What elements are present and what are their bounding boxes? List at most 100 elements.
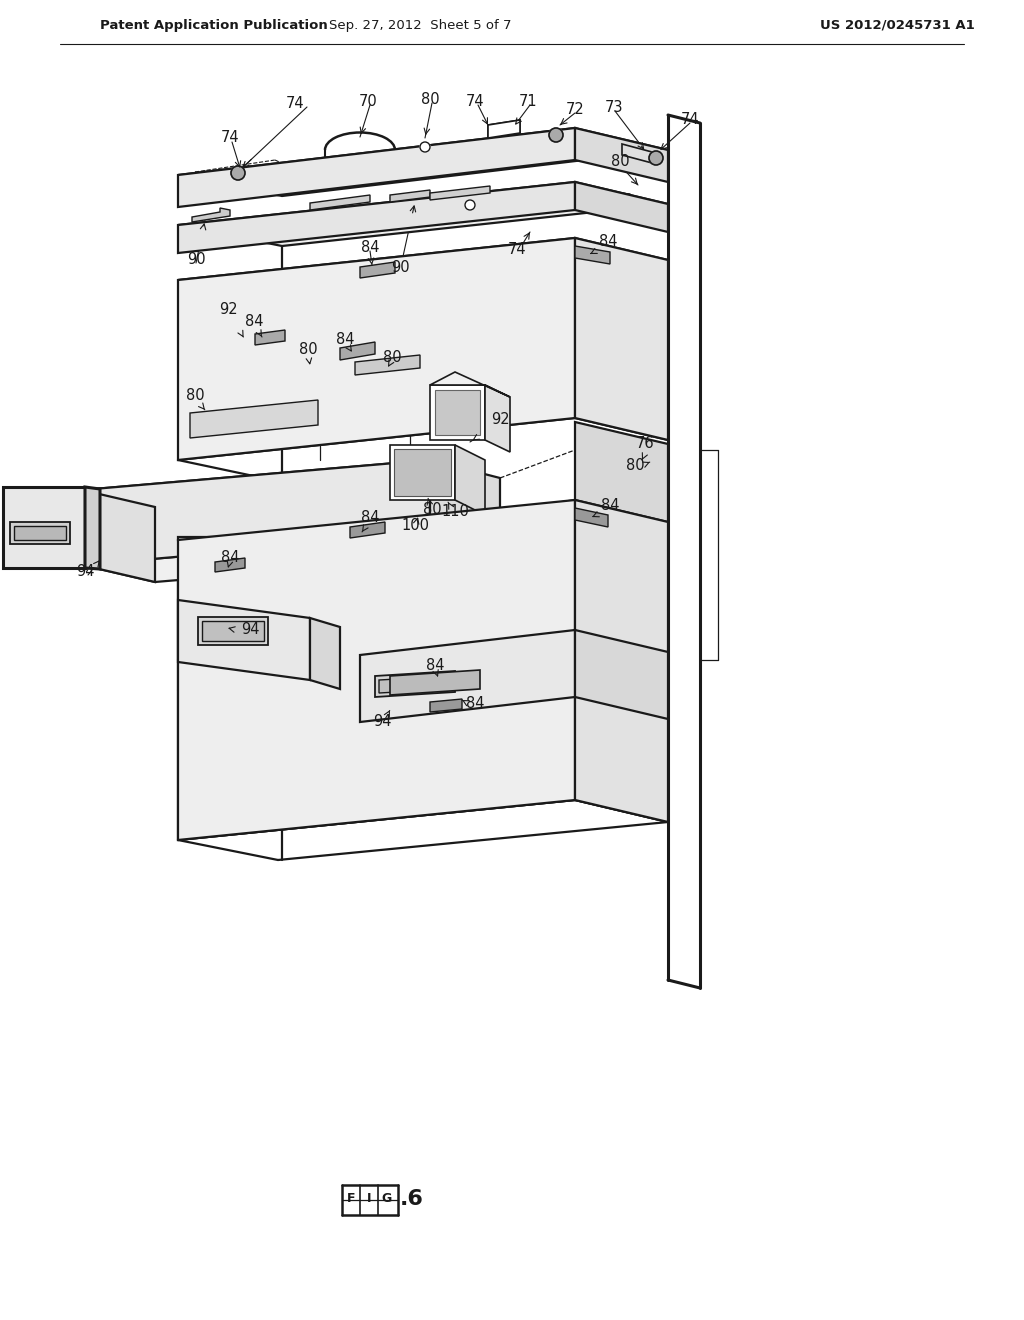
- Text: 84: 84: [426, 659, 444, 673]
- Text: 80: 80: [421, 92, 439, 107]
- Polygon shape: [435, 389, 480, 436]
- Polygon shape: [202, 620, 264, 642]
- Polygon shape: [575, 630, 668, 719]
- Text: I: I: [367, 1192, 372, 1204]
- Polygon shape: [430, 459, 500, 553]
- Polygon shape: [190, 400, 318, 438]
- Polygon shape: [319, 500, 668, 562]
- Text: 100: 100: [401, 517, 429, 532]
- Polygon shape: [82, 490, 155, 582]
- Polygon shape: [430, 372, 510, 397]
- Polygon shape: [178, 182, 575, 253]
- Text: 84: 84: [360, 240, 379, 256]
- Text: 90: 90: [391, 260, 410, 275]
- Polygon shape: [430, 186, 490, 201]
- Text: Sep. 27, 2012  Sheet 5 of 7: Sep. 27, 2012 Sheet 5 of 7: [329, 18, 511, 32]
- Circle shape: [465, 201, 475, 210]
- Polygon shape: [178, 238, 668, 302]
- Text: 84: 84: [599, 235, 617, 249]
- Text: 110: 110: [441, 504, 469, 520]
- Text: 94: 94: [373, 714, 391, 730]
- Polygon shape: [310, 618, 340, 689]
- Polygon shape: [3, 487, 85, 568]
- Polygon shape: [355, 355, 420, 375]
- Text: US 2012/0245731 A1: US 2012/0245731 A1: [820, 18, 975, 32]
- Text: 74: 74: [286, 95, 304, 111]
- Text: 92: 92: [219, 302, 238, 318]
- Text: 84: 84: [466, 697, 484, 711]
- Text: Patent Application Publication: Patent Application Publication: [100, 18, 328, 32]
- Polygon shape: [575, 182, 668, 232]
- Text: 94: 94: [76, 565, 94, 579]
- Polygon shape: [575, 246, 610, 264]
- Polygon shape: [193, 209, 230, 222]
- Polygon shape: [575, 500, 668, 822]
- Polygon shape: [379, 676, 451, 693]
- Text: 74: 74: [681, 112, 699, 128]
- Text: 80: 80: [299, 342, 317, 358]
- Text: 76: 76: [636, 437, 654, 451]
- Polygon shape: [394, 449, 451, 496]
- Text: .6: .6: [400, 1189, 424, 1209]
- Circle shape: [231, 166, 245, 180]
- Text: 94: 94: [241, 623, 259, 638]
- Circle shape: [420, 143, 430, 152]
- Text: 84: 84: [601, 499, 620, 513]
- Polygon shape: [575, 128, 668, 182]
- Text: 73: 73: [605, 100, 624, 116]
- Polygon shape: [375, 671, 455, 697]
- Polygon shape: [178, 238, 575, 459]
- Polygon shape: [485, 385, 510, 451]
- Text: 80: 80: [185, 388, 205, 403]
- Text: 80: 80: [423, 503, 441, 517]
- Text: 84: 84: [245, 314, 263, 330]
- Polygon shape: [575, 238, 668, 440]
- Polygon shape: [390, 190, 430, 202]
- Polygon shape: [178, 128, 668, 195]
- Text: 74: 74: [221, 131, 240, 145]
- Polygon shape: [85, 487, 100, 569]
- Polygon shape: [255, 330, 285, 345]
- Circle shape: [649, 150, 663, 165]
- Polygon shape: [10, 521, 70, 544]
- Polygon shape: [622, 144, 652, 162]
- Polygon shape: [430, 385, 485, 440]
- Polygon shape: [14, 525, 66, 540]
- Polygon shape: [390, 671, 480, 696]
- Polygon shape: [178, 500, 575, 840]
- Polygon shape: [340, 342, 375, 360]
- Text: 74: 74: [466, 95, 484, 110]
- Text: G: G: [382, 1192, 392, 1204]
- Polygon shape: [390, 445, 455, 500]
- Polygon shape: [178, 182, 668, 246]
- Text: 72: 72: [565, 103, 585, 117]
- Polygon shape: [360, 630, 575, 722]
- Polygon shape: [215, 558, 245, 572]
- Text: 70: 70: [358, 95, 378, 110]
- Text: F: F: [347, 1192, 355, 1204]
- Text: 74: 74: [508, 243, 526, 257]
- Polygon shape: [198, 616, 268, 645]
- Text: 84: 84: [336, 333, 354, 347]
- Polygon shape: [488, 120, 520, 139]
- Polygon shape: [350, 521, 385, 539]
- Text: 92: 92: [490, 412, 509, 428]
- Polygon shape: [178, 128, 575, 207]
- Text: 80: 80: [610, 154, 630, 169]
- Polygon shape: [575, 508, 608, 527]
- Text: 84: 84: [221, 550, 240, 565]
- Text: 84: 84: [360, 510, 379, 524]
- Text: 71: 71: [519, 95, 538, 110]
- Circle shape: [549, 128, 563, 143]
- Polygon shape: [430, 700, 462, 711]
- Text: 80: 80: [626, 458, 644, 473]
- Polygon shape: [178, 537, 319, 540]
- Polygon shape: [310, 195, 370, 210]
- Polygon shape: [360, 261, 395, 279]
- Polygon shape: [82, 535, 500, 582]
- Polygon shape: [82, 459, 430, 565]
- Text: 90: 90: [186, 252, 206, 268]
- Polygon shape: [575, 422, 668, 543]
- Polygon shape: [455, 445, 485, 515]
- Text: 80: 80: [383, 350, 401, 364]
